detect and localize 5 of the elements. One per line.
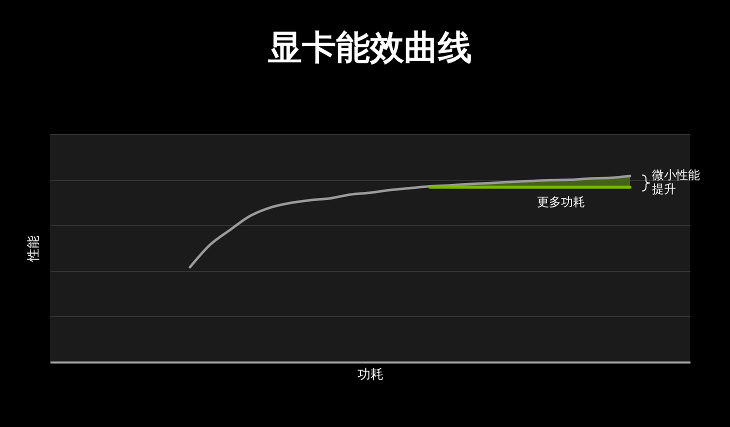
annotation: 微小性能提升 bbox=[652, 168, 701, 196]
chart-title: 显卡能效曲线 bbox=[268, 28, 472, 68]
y-axis-title: 性能 bbox=[26, 236, 42, 262]
annotation: 更多功耗 bbox=[537, 195, 585, 209]
x-axis-title: 功耗 bbox=[358, 368, 384, 382]
